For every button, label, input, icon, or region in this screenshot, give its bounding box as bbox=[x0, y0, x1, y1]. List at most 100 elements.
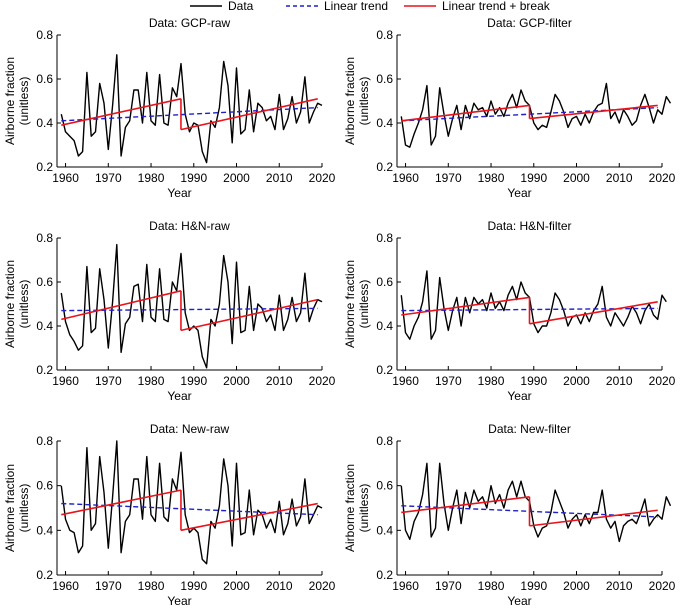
panel-2: Data: GCP-filter 0.2 0.4 0.6 0.8 1960 1970 1980… bbox=[343, 16, 676, 200]
x-tick-label: 1980 bbox=[138, 374, 165, 388]
y-axis-label-unit: (unitless) bbox=[17, 77, 31, 126]
legend-label-linear-trend: Linear trend bbox=[324, 0, 388, 13]
x-axis-label: Year bbox=[507, 186, 531, 200]
y-axis-label-unit: (unitless) bbox=[17, 280, 31, 329]
x-tick-label: 2010 bbox=[266, 374, 293, 388]
x-tick-label: 1990 bbox=[520, 171, 547, 185]
y-tick-label: 0.8 bbox=[36, 231, 53, 245]
break-trend-segment-2 bbox=[180, 502, 318, 532]
y-tick-label: 0.6 bbox=[376, 72, 393, 86]
y-tick-label: 0.8 bbox=[376, 434, 393, 448]
x-tick-label: 2020 bbox=[309, 579, 336, 593]
y-axis-label-unit: (unitless) bbox=[357, 280, 371, 329]
x-tick-label: 1970 bbox=[435, 374, 462, 388]
x-tick-label: 2000 bbox=[563, 171, 590, 185]
series-data-line bbox=[400, 270, 667, 340]
legend-label-data: Data bbox=[228, 0, 254, 13]
x-tick-label: 1980 bbox=[478, 171, 505, 185]
panel-5: Data: New-raw 0.2 0.4 0.6 0.8 1960 1970 1980 199… bbox=[3, 422, 336, 608]
x-tick-label: 1970 bbox=[435, 579, 462, 593]
y-axis-label: Airborne fraction bbox=[3, 57, 17, 145]
y-tick-label: 0.4 bbox=[36, 523, 53, 537]
panel-4: Data: H&N-filter 0.2 0.4 0.6 0.8 1960 1970 1980… bbox=[343, 219, 676, 403]
x-tick-label: 2010 bbox=[606, 579, 633, 593]
x-tick-label: 2000 bbox=[223, 374, 250, 388]
x-tick-label: 2000 bbox=[563, 579, 590, 593]
y-axis-label: Airborne fraction bbox=[343, 464, 357, 552]
y-tick-label: 0.4 bbox=[376, 319, 393, 333]
y-tick-label: 0.2 bbox=[376, 160, 393, 174]
y-tick-label: 0.2 bbox=[376, 568, 393, 582]
y-tick-label: 0.2 bbox=[376, 363, 393, 377]
x-axis-label: Year bbox=[167, 389, 191, 403]
x-tick-label: 2010 bbox=[606, 171, 633, 185]
y-axis-label: Airborne fraction bbox=[3, 464, 17, 552]
x-axis-label: Year bbox=[507, 594, 531, 608]
x-tick-label: 1980 bbox=[138, 171, 165, 185]
panel-title: Data: GCP-filter bbox=[487, 16, 572, 30]
y-tick-label: 0.2 bbox=[36, 363, 53, 377]
x-tick-label: 1960 bbox=[392, 374, 419, 388]
break-trend-segment-1 bbox=[401, 296, 530, 316]
x-tick-label: 1960 bbox=[392, 579, 419, 593]
y-axis-label-unit: (unitless) bbox=[17, 484, 31, 533]
y-tick-label: 0.4 bbox=[36, 319, 53, 333]
panel-3: Data: H&N-raw 0.2 0.4 0.6 0.8 1960 1970 1980 199… bbox=[3, 219, 336, 403]
y-tick-label: 0.2 bbox=[36, 160, 53, 174]
panel-title: Data: H&N-filter bbox=[487, 219, 571, 233]
y-axis-label: Airborne fraction bbox=[3, 260, 17, 348]
y-axis-label: Airborne fraction bbox=[343, 260, 357, 348]
x-axis-label: Year bbox=[507, 389, 531, 403]
series-data-line bbox=[400, 462, 672, 543]
break-trend-segment-2 bbox=[180, 98, 318, 131]
y-tick-label: 0.8 bbox=[376, 231, 393, 245]
y-tick-label: 0.4 bbox=[376, 116, 393, 130]
y-tick-label: 0.6 bbox=[376, 275, 393, 289]
legend-label-break-trend: Linear trend + break bbox=[442, 0, 551, 13]
y-tick-label: 0.6 bbox=[376, 479, 393, 493]
x-tick-label: 2020 bbox=[649, 171, 676, 185]
x-tick-label: 2010 bbox=[266, 579, 293, 593]
series-data-line bbox=[60, 54, 323, 164]
x-tick-label: 1990 bbox=[180, 374, 207, 388]
x-axis-label: Year bbox=[167, 186, 191, 200]
y-tick-label: 0.6 bbox=[36, 479, 53, 493]
x-tick-label: 2000 bbox=[223, 171, 250, 185]
x-tick-label: 1960 bbox=[52, 579, 79, 593]
x-tick-label: 1980 bbox=[478, 579, 505, 593]
x-tick-label: 1970 bbox=[95, 579, 122, 593]
y-tick-label: 0.8 bbox=[36, 434, 53, 448]
break-trend-segment-1 bbox=[61, 98, 182, 126]
break-trend-segment-1 bbox=[401, 496, 530, 514]
x-tick-label: 1990 bbox=[180, 579, 207, 593]
x-tick-label: 2000 bbox=[563, 374, 590, 388]
panel-title: Data: New-filter bbox=[488, 422, 571, 436]
series-data-line bbox=[60, 243, 323, 369]
y-axis-label-unit: (unitless) bbox=[357, 77, 371, 126]
x-tick-label: 1990 bbox=[520, 374, 547, 388]
x-tick-label: 1970 bbox=[95, 374, 122, 388]
break-trend-segment-2 bbox=[180, 298, 318, 332]
x-tick-label: 1960 bbox=[52, 171, 79, 185]
x-tick-label: 2010 bbox=[606, 374, 633, 388]
series-data-line bbox=[60, 440, 323, 565]
y-tick-label: 0.6 bbox=[36, 72, 53, 86]
x-tick-label: 2010 bbox=[266, 171, 293, 185]
break-trend-segment-1 bbox=[61, 489, 182, 516]
y-axis-label-unit: (unitless) bbox=[357, 484, 371, 533]
x-tick-label: 1980 bbox=[138, 579, 165, 593]
y-tick-label: 0.8 bbox=[376, 28, 393, 42]
x-tick-label: 2020 bbox=[309, 171, 336, 185]
x-tick-label: 1990 bbox=[520, 579, 547, 593]
panel-1: Data: GCP-raw 0.2 0.4 0.6 0.8 1960 1970 1980 199… bbox=[3, 16, 336, 200]
x-tick-label: 1960 bbox=[52, 374, 79, 388]
linear-trend-line bbox=[61, 106, 318, 122]
x-tick-label: 1960 bbox=[392, 171, 419, 185]
break-trend-segment-2 bbox=[529, 509, 658, 527]
linear-trend-line bbox=[61, 307, 318, 312]
break-trend-segment-1 bbox=[401, 104, 530, 122]
panel-6: Data: New-filter 0.2 0.4 0.6 0.8 1960 1970 1980… bbox=[343, 422, 676, 608]
x-tick-label: 1970 bbox=[435, 171, 462, 185]
